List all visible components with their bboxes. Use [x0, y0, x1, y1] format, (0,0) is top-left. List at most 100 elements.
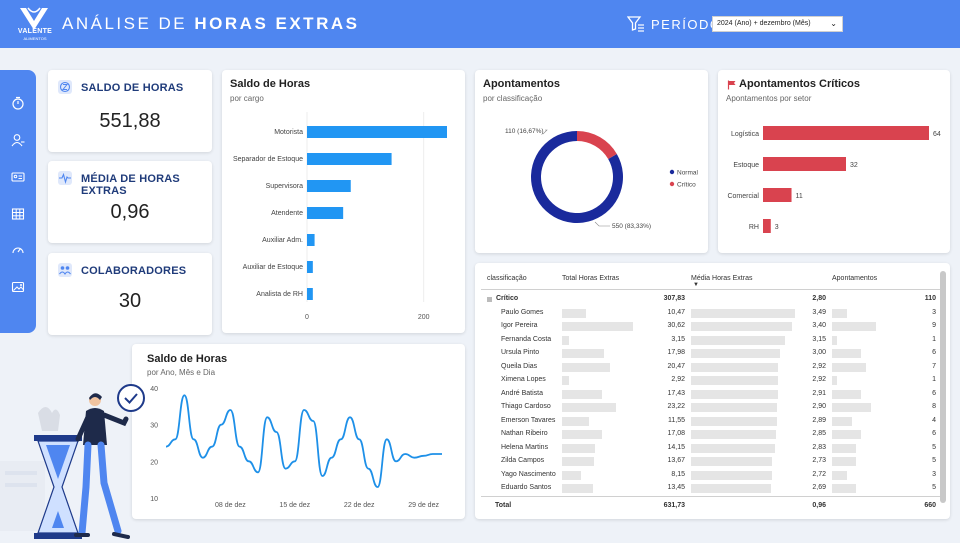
row-media: 2,89	[812, 416, 826, 424]
total-data-bar	[562, 376, 569, 385]
row-name: Zilda Campos	[501, 457, 545, 464]
apontamentos-data-bar	[832, 484, 857, 493]
legend-marker	[669, 181, 675, 187]
gauge-icon[interactable]	[11, 243, 25, 257]
col-header-apontamentos[interactable]: Apontamentos	[832, 275, 878, 282]
hourglass-icon	[58, 80, 72, 94]
table-row[interactable]: Igor Pereira 30,62 3,40 9	[481, 320, 960, 333]
period-select[interactable]: 2024 (Ano) + dezembro (Mês) ⌄	[712, 16, 843, 32]
y-tick-label: 40	[150, 386, 158, 393]
collapse-icon[interactable]	[487, 297, 492, 302]
row-name: Nathan Ribeiro	[501, 430, 548, 437]
table-scrollbar[interactable]	[940, 271, 946, 503]
cargo-label: Supervisora	[266, 183, 303, 190]
row-name: Paulo Gomes	[501, 308, 544, 316]
donut-slice-critico	[577, 131, 617, 159]
footer-divider	[481, 496, 941, 497]
row-name: Yago Nascimento	[501, 470, 556, 478]
group-name: Crítico	[496, 295, 519, 302]
id-card-icon[interactable]	[11, 170, 25, 184]
apontamentos-data-bar	[832, 349, 862, 358]
cargo-bar	[307, 153, 392, 165]
apontamentos-data-bar	[832, 376, 837, 385]
row-name: Eduardo Santos	[501, 484, 552, 491]
apontamentos-data-bar	[832, 416, 852, 426]
row-media: 2,83	[812, 443, 826, 451]
apontamentos-chart: 550 (83,33%) 110 (16,67%) Normal Crítico	[505, 128, 699, 230]
row-total: 17,98	[667, 349, 685, 356]
table-row[interactable]: Thiago Cardoso 23,22 2,90 8	[481, 401, 960, 414]
row-name: Thiago Cardoso	[501, 403, 551, 410]
row-apontamentos: 9	[932, 322, 936, 329]
legend-label: Crítico	[677, 182, 696, 189]
stopwatch-icon[interactable]	[11, 96, 25, 110]
kpi-media-value: 0,96	[110, 201, 150, 223]
table-row[interactable]: Emerson Tavares 11,55 2,89 4	[481, 415, 960, 428]
col-header-total[interactable]: Total Horas Extras	[562, 275, 620, 282]
image-icon[interactable]	[11, 280, 25, 294]
table-row[interactable]: Queila Dias 20,47 2,92 7	[481, 361, 960, 374]
table-row[interactable]: Helena Martins 14,15 2,83 5	[481, 442, 960, 455]
sort-desc-icon[interactable]: ▼	[693, 282, 699, 288]
criticos-card: Apontamentos Críticos Apontamentos por s…	[718, 70, 950, 253]
row-total: 2,92	[671, 376, 685, 383]
saldo-cargo-title: Saldo de Horas	[230, 78, 311, 90]
table-row[interactable]: Zilda Campos 13,67 2,73 5	[481, 455, 960, 468]
flag-icon	[727, 80, 736, 90]
col-header-classificacao[interactable]: classificação	[487, 275, 527, 282]
table-icon[interactable]	[11, 207, 25, 221]
table-row[interactable]: Fernanda Costa 3,15 3,15 1	[481, 334, 960, 347]
table-row[interactable]: Eduardo Santos 13,45 2,69 5	[481, 482, 960, 495]
table-row[interactable]: Paulo Gomes 10,47 3,49 3	[481, 307, 960, 320]
total-data-bar	[562, 403, 616, 412]
cargo-bar	[307, 180, 351, 192]
media-data-bar	[691, 362, 778, 372]
y-tick-label: 10	[150, 496, 158, 503]
table-row[interactable]: Ursula Pinto 17,98 3,00 6	[481, 347, 960, 360]
apontamentos-data-bar	[832, 443, 857, 453]
user-icon[interactable]	[11, 133, 25, 147]
table-row[interactable]: Ximena Lopes 2,92 2,92 1	[481, 374, 960, 387]
apontamentos-subtitle: por classificação	[483, 94, 543, 103]
media-data-bar	[691, 349, 781, 358]
cargo-bar	[307, 261, 313, 273]
table-body: classificação Total Horas Extras Média H…	[481, 263, 960, 519]
setor-value-label: 64	[933, 131, 941, 138]
total-data-bar	[562, 416, 589, 426]
row-total: 17,08	[667, 430, 685, 437]
period-label: PERÍODO	[651, 17, 722, 32]
setor-value-label: 32	[850, 162, 858, 169]
table-row[interactable]: Nathan Ribeiro 17,08 2,85 6	[481, 428, 960, 441]
row-apontamentos: 3	[932, 470, 936, 478]
saldo-line-series	[165, 394, 442, 488]
apontamentos-data-bar	[832, 335, 837, 345]
cargo-bar	[307, 234, 315, 246]
media-data-bar	[691, 484, 772, 493]
x-tick-label: 15 de dez	[279, 502, 310, 509]
row-total: 20,47	[667, 362, 685, 370]
group-apontamentos: 110	[924, 295, 936, 302]
row-total: 8,15	[671, 470, 685, 478]
y-tick-label: 30	[150, 423, 158, 430]
person-hourglass-illustration	[0, 384, 145, 539]
kpi-colaboradores-card: COLABORADORES 30	[48, 253, 212, 335]
row-media: 2,92	[812, 376, 826, 383]
row-total: 13,45	[667, 484, 685, 491]
setor-bar	[763, 157, 846, 171]
row-total: 3,15	[671, 335, 685, 343]
cargo-label: Auxiliar Adm.	[262, 237, 303, 244]
table-group-row[interactable]: Crítico 307,83 2,80 110	[481, 293, 960, 306]
row-apontamentos: 1	[932, 376, 936, 383]
table-row[interactable]: André Batista 17,43 2,91 6	[481, 388, 960, 401]
table-row[interactable]: Yago Nascimento 8,15 2,72 3	[481, 469, 960, 482]
total-data-bar	[562, 362, 610, 372]
row-name: Fernanda Costa	[501, 335, 552, 343]
col-header-media[interactable]: Média Horas Extras	[691, 275, 753, 282]
saldo-tempo-card: Saldo de Horas por Ano, Mês e Dia 10 20 30…	[132, 344, 465, 519]
cargo-bar	[307, 207, 344, 219]
chevron-down-icon: ⌄	[830, 19, 837, 28]
table-total-row[interactable]: Total 631,73 0,96 660	[481, 500, 960, 513]
saldo-tempo-title: Saldo de Horas	[147, 353, 228, 365]
row-name: Ursula Pinto	[501, 349, 540, 356]
row-total: 30,62	[667, 322, 685, 329]
